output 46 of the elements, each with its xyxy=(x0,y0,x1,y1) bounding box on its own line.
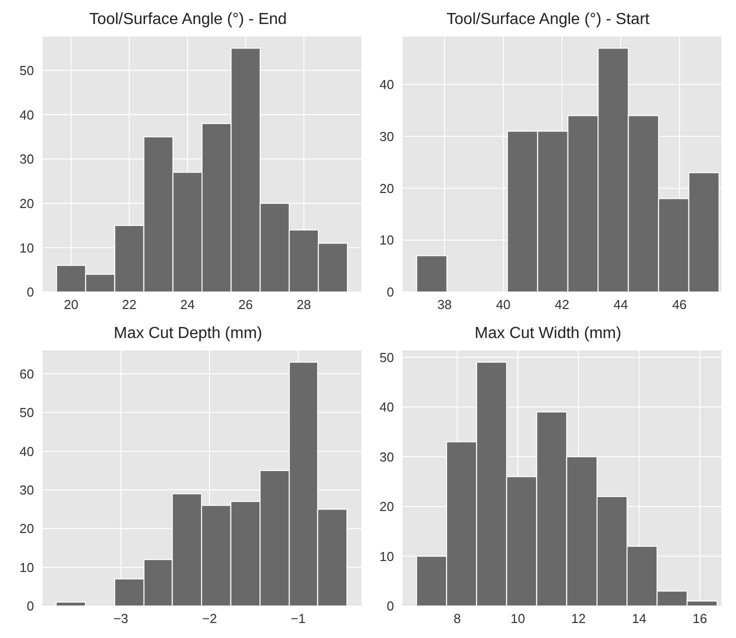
chart-title: Tool/Surface Angle (°) - Start xyxy=(446,10,650,30)
y-tick-label: 0 xyxy=(26,284,34,300)
x-tick-label: 14 xyxy=(632,611,646,626)
y-tick-label: 40 xyxy=(20,107,34,122)
y-tick-label: 10 xyxy=(380,232,394,248)
x-tick-label: −2 xyxy=(202,611,217,626)
x-tick-label: 46 xyxy=(672,297,687,312)
y-tick-label: 0 xyxy=(26,598,34,614)
x-tick-label: −3 xyxy=(113,611,128,626)
x-tick-label: 20 xyxy=(64,297,78,312)
y-tick-label: 50 xyxy=(20,62,34,78)
y-tick-label: 40 xyxy=(20,444,34,459)
y-tick-label: 10 xyxy=(20,240,34,256)
x-tick-label: 16 xyxy=(692,611,708,626)
chart-title: Max Cut Depth (mm) xyxy=(112,324,264,344)
x-tick-label: −1 xyxy=(290,611,306,626)
x-tick-label: 8 xyxy=(454,611,461,626)
y-tick-label: 50 xyxy=(20,405,34,420)
y-tick-label: 20 xyxy=(20,521,34,536)
y-tick-label: 60 xyxy=(20,366,34,382)
x-tick-label: 12 xyxy=(571,611,586,626)
x-tick-label: 26 xyxy=(238,297,253,312)
x-tick-label: 44 xyxy=(613,297,628,312)
x-tick-label: 38 xyxy=(437,297,452,312)
y-tick-label: 0 xyxy=(386,284,394,300)
chart-title: Tool/Surface Angle (°) - End xyxy=(88,10,288,30)
y-tick-label: 10 xyxy=(380,548,394,564)
y-tick-label: 30 xyxy=(20,482,34,498)
y-tick-label: 40 xyxy=(380,77,394,92)
y-tick-label: 10 xyxy=(20,560,34,575)
y-tick-label: 30 xyxy=(380,449,394,464)
chart-title: Max Cut Width (mm) xyxy=(474,324,622,344)
x-tick-label: 42 xyxy=(554,297,570,312)
x-tick-label: 40 xyxy=(496,297,511,312)
y-tick-label: 40 xyxy=(380,400,394,415)
y-tick-label: 0 xyxy=(386,598,394,614)
y-tick-label: 20 xyxy=(20,196,34,211)
x-tick-label: 10 xyxy=(510,611,526,626)
y-tick-label: 30 xyxy=(20,152,34,167)
y-tick-label: 30 xyxy=(380,128,394,144)
y-tick-label: 20 xyxy=(380,499,394,514)
x-tick-label: 28 xyxy=(296,297,312,312)
x-tick-label: 22 xyxy=(122,297,137,312)
x-tick-label: 24 xyxy=(180,297,195,312)
y-tick-label: 20 xyxy=(380,180,394,196)
y-tick-label: 50 xyxy=(380,350,394,365)
